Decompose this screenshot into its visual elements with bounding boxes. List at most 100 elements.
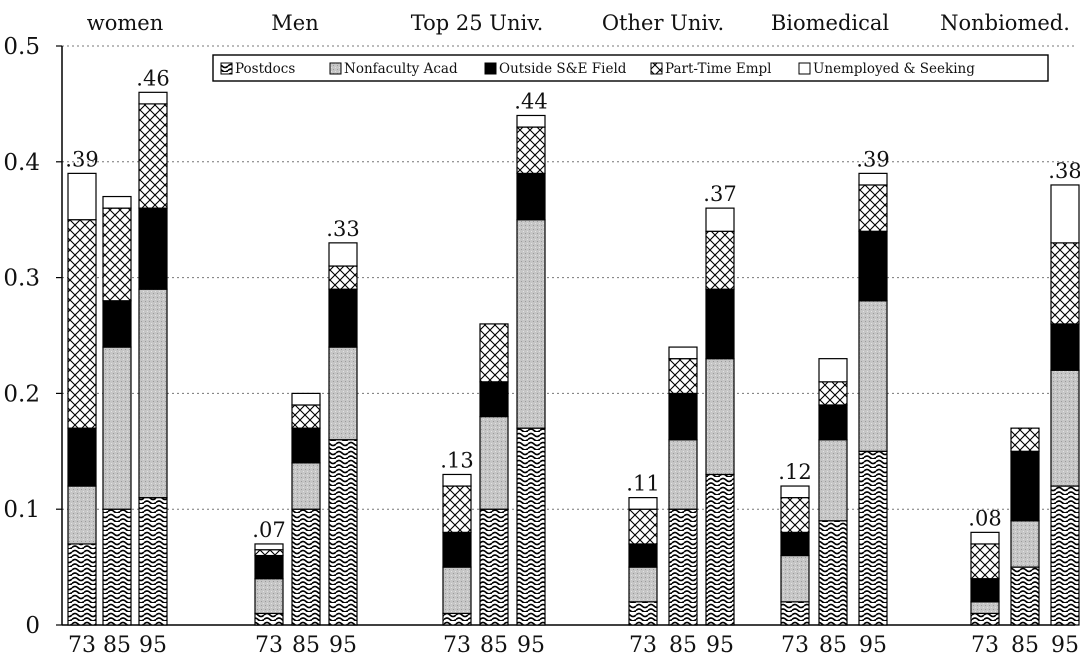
bar-segment (628, 601, 658, 626)
bar-segment (138, 207, 168, 290)
bar-segment (628, 497, 658, 510)
bars (67, 91, 1080, 626)
bar-segment (1050, 485, 1080, 626)
bar-segment (858, 300, 888, 452)
x-tick-label: 85 (292, 633, 320, 658)
bar-segment (858, 184, 888, 232)
total-label: .07 (252, 518, 285, 542)
bar-segment (67, 485, 97, 545)
bar-segment (102, 207, 132, 302)
bar-segment (328, 439, 358, 626)
total-label: .46 (136, 66, 169, 90)
bar-segment (668, 358, 698, 395)
bar-segment (668, 346, 698, 360)
group-label: Nonbiomed. (940, 11, 1070, 35)
bar-segment (970, 531, 1000, 545)
bar-segment (516, 219, 546, 429)
legend-label: Unemployed & Seeking (813, 61, 975, 77)
x-tick-label: 73 (971, 633, 999, 658)
legend: Postdocs Nonfaculty Acad Outside S&E Field… (212, 54, 1049, 82)
bar-segment (254, 554, 284, 580)
bar-segment (780, 554, 810, 603)
x-tick-label: 73 (443, 633, 471, 658)
bar-segment (102, 346, 132, 510)
group-label: Men (271, 11, 318, 35)
bar-segment (780, 601, 810, 626)
bar-segment (818, 404, 848, 441)
bar-segment (516, 114, 546, 128)
legend-swatch (220, 62, 233, 75)
bar-segment (970, 612, 1000, 626)
bar-segment (818, 358, 848, 383)
bar-segment (67, 427, 97, 487)
legend-swatch (798, 62, 811, 75)
bar-segment (102, 195, 132, 209)
bar-segment (291, 462, 321, 510)
x-tick-label: 95 (706, 633, 734, 658)
y-tick-label: 0.2 (3, 381, 40, 407)
x-tick-label: 95 (517, 633, 545, 658)
legend-box (212, 54, 1049, 82)
legend-label: Postdocs (235, 61, 295, 77)
bar-segment (442, 531, 472, 568)
bar-segment (67, 172, 97, 221)
bar-segment (516, 427, 546, 626)
bar-segment (442, 566, 472, 615)
bar-segment (818, 439, 848, 522)
x-tick-label: 95 (139, 633, 167, 658)
bar-segment (705, 230, 735, 290)
bar-segment (628, 508, 658, 545)
bar-segment (138, 103, 168, 209)
x-tick-label: 85 (1011, 633, 1039, 658)
bar-segment (479, 415, 509, 510)
total-label: .39 (65, 147, 98, 171)
bar-segment (818, 381, 848, 406)
legend-label: Outside S&E Field (499, 61, 627, 77)
bar-segment (970, 601, 1000, 615)
bar-segment (705, 288, 735, 360)
bar-segment (1050, 242, 1080, 325)
bar-segment (254, 612, 284, 626)
bar-segment (291, 427, 321, 464)
x-tick-label: 85 (103, 633, 131, 658)
bar-segment (1010, 566, 1040, 626)
bar-segment (291, 392, 321, 406)
total-label: .13 (440, 448, 473, 472)
bar-segment (1050, 184, 1080, 244)
bar-segment (705, 207, 735, 232)
x-tick-label: 73 (68, 633, 96, 658)
x-tick-label: 85 (669, 633, 697, 658)
x-tick-label: 85 (819, 633, 847, 658)
axes: 0 0.1 0.2 0.3 0.4 0.5 (3, 34, 1075, 639)
bar-segment (1050, 369, 1080, 487)
x-tick-label: 95 (859, 633, 887, 658)
y-tick-label: 0.3 (3, 266, 40, 292)
bar-segment (102, 300, 132, 348)
y-tick-label: 0.1 (3, 497, 40, 523)
bar-segment (818, 520, 848, 626)
total-label: .44 (514, 89, 547, 113)
x-tick-label: 95 (1051, 633, 1079, 658)
x-tick-label: 85 (480, 633, 508, 658)
bar-segment (858, 450, 888, 626)
bar-segment (780, 485, 810, 499)
bar-segment (328, 265, 358, 290)
total-label: .39 (856, 147, 889, 171)
legend-swatch (329, 62, 342, 75)
bar-segment (138, 91, 168, 105)
x-tick-label: 73 (629, 633, 657, 658)
y-tick-label: 0 (25, 613, 40, 639)
group-label: Biomedical (771, 11, 890, 35)
bar-segment (516, 172, 546, 221)
bar-segment (291, 404, 321, 429)
total-label: .38 (1048, 159, 1080, 183)
bar-segment (254, 549, 284, 557)
bar-segment (780, 497, 810, 533)
bar-segment (858, 230, 888, 302)
bar-segment (516, 126, 546, 174)
bar-segment (970, 543, 1000, 580)
bar-segment (254, 543, 284, 551)
bar-segment (67, 543, 97, 626)
bar-segment (442, 473, 472, 487)
